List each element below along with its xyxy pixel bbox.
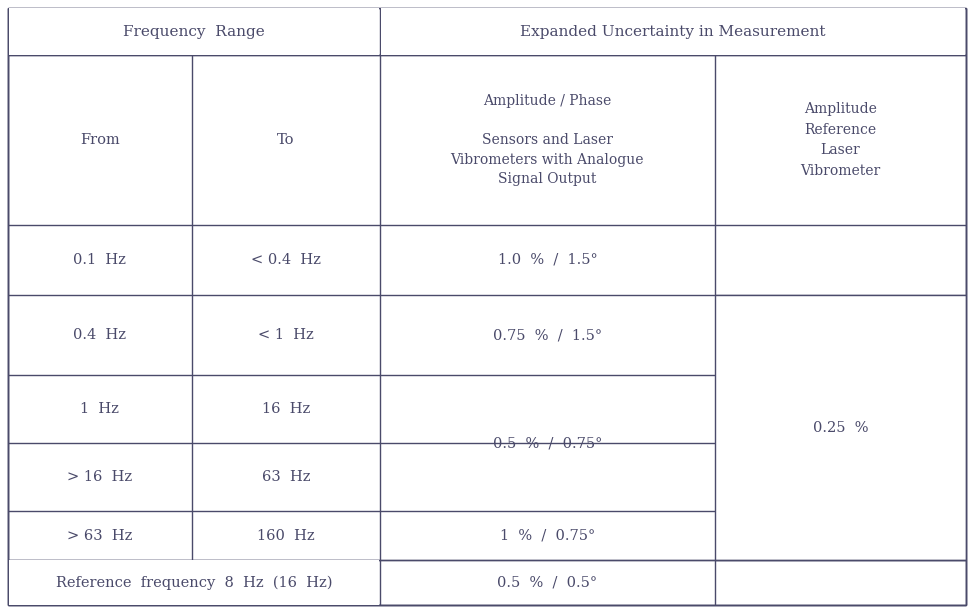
Text: 16  Hz: 16 Hz bbox=[262, 402, 310, 416]
Text: Expanded Uncertainty in Measurement: Expanded Uncertainty in Measurement bbox=[520, 25, 826, 39]
Bar bbox=[9, 560, 379, 605]
Text: Frequency  Range: Frequency Range bbox=[123, 25, 265, 39]
Text: < 0.4  Hz: < 0.4 Hz bbox=[251, 253, 320, 267]
Text: > 16  Hz: > 16 Hz bbox=[67, 470, 132, 484]
Text: 0.5  %  /  0.75°: 0.5 % / 0.75° bbox=[493, 436, 602, 450]
Text: 160  Hz: 160 Hz bbox=[257, 529, 315, 543]
Text: 1  %  /  0.75°: 1 % / 0.75° bbox=[500, 529, 595, 543]
Text: To: To bbox=[278, 133, 294, 147]
Text: From: From bbox=[80, 133, 120, 147]
Text: 63  Hz: 63 Hz bbox=[262, 470, 310, 484]
Text: 0.75  %  /  1.5°: 0.75 % / 1.5° bbox=[493, 328, 602, 342]
Bar bbox=[9, 8, 379, 55]
Text: Amplitude / Phase

Sensors and Laser
Vibrometers with Analogue
Signal Output: Amplitude / Phase Sensors and Laser Vibr… bbox=[451, 94, 644, 186]
Text: < 1  Hz: < 1 Hz bbox=[258, 328, 314, 342]
Bar bbox=[715, 295, 966, 560]
Text: Amplitude
Reference
Laser
Vibrometer: Amplitude Reference Laser Vibrometer bbox=[801, 102, 880, 178]
Text: 0.5  %  /  0.5°: 0.5 % / 0.5° bbox=[498, 576, 597, 590]
Text: 0.4  Hz: 0.4 Hz bbox=[73, 328, 127, 342]
Text: 1  Hz: 1 Hz bbox=[81, 402, 119, 416]
Text: 1.0  %  /  1.5°: 1.0 % / 1.5° bbox=[498, 253, 597, 267]
Text: 0.25  %: 0.25 % bbox=[813, 421, 868, 435]
Text: > 63  Hz: > 63 Hz bbox=[67, 529, 132, 543]
Text: 0.1  Hz: 0.1 Hz bbox=[73, 253, 127, 267]
Bar bbox=[381, 8, 965, 55]
Text: Reference  frequency  8  Hz  (16  Hz): Reference frequency 8 Hz (16 Hz) bbox=[56, 576, 332, 590]
